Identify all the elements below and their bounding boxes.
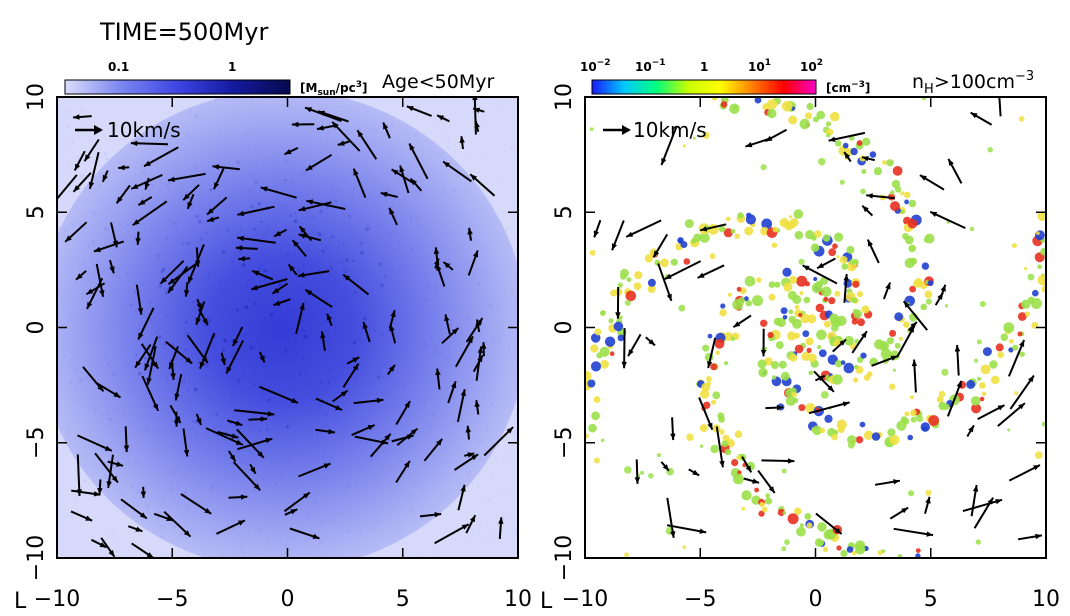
right-x-tick-label-4: 10 xyxy=(1032,587,1060,611)
left-panel: 0.1 1 [Msun/pc3] Age<50Myr 10km/s −10 −5 0… xyxy=(14,60,532,611)
left-x-tick-label-3: 5 xyxy=(396,587,410,611)
right-annotation-tail: >100cm xyxy=(934,71,1015,93)
left-cbar-tick-1: 1 xyxy=(228,60,236,74)
right-cbar-tick-1: 10−1 xyxy=(635,58,666,74)
left-cbar-unit-tail: /pc xyxy=(336,81,356,95)
left-y-tick-label-1: −5 xyxy=(24,427,49,459)
left-y-tick-label-2: 0 xyxy=(24,321,49,335)
right-cbar-unit-sup: −3 xyxy=(851,80,865,90)
left-cbar-unit-close: ] xyxy=(362,81,367,95)
right-cbar-tick-4: 102 xyxy=(800,58,823,74)
left-x-axis-corner-label: L xyxy=(14,589,27,611)
left-annotation: Age<50Myr xyxy=(382,71,494,93)
right-colorbar xyxy=(592,80,816,94)
left-y-tick-label-0: −10 xyxy=(24,535,49,581)
right-y-tick-label-4: 10 xyxy=(552,83,577,111)
right-x-tick-label-0: −10 xyxy=(562,587,608,611)
left-colorbar xyxy=(65,80,290,94)
right-cbar-tick-2: 1 xyxy=(700,60,708,74)
right-annotation-sup: −3 xyxy=(1015,69,1034,84)
right-y-tick-label-1: −5 xyxy=(552,427,577,459)
left-cbar-unit: [Msun/pc3] xyxy=(300,80,367,98)
right-cbar-unit-close: ] xyxy=(865,81,870,95)
left-x-tick-label-0: −10 xyxy=(34,587,80,611)
right-x-tick-label-1: −5 xyxy=(684,587,716,611)
right-cbar-tick-0: 10−2 xyxy=(580,58,611,74)
right-key-label: 10km/s xyxy=(633,118,707,142)
right-annotation-sub: H xyxy=(924,82,934,97)
right-y-tick-label-2: 0 xyxy=(552,321,577,335)
left-y-tick-label-3: 5 xyxy=(24,205,49,219)
right-x-axis-corner-label: L xyxy=(540,589,553,611)
right-annotation-main: n xyxy=(912,71,924,93)
left-x-tick-label-4: 10 xyxy=(504,587,532,611)
right-annotation: nH>100cm−3 xyxy=(912,69,1034,97)
right-x-tick-label-3: 5 xyxy=(924,587,938,611)
right-colorbar-ticks: 10−2 10−1 1 101 102 xyxy=(580,58,823,74)
left-x-tick-label-1: −5 xyxy=(156,587,188,611)
left-x-tick-label-2: 0 xyxy=(281,587,295,611)
right-cbar-unit: [cm−3] xyxy=(826,80,870,95)
right-x-tick-label-2: 0 xyxy=(809,587,823,611)
right-cbar-unit-main: [cm xyxy=(826,81,851,95)
right-y-tick-label-0: −10 xyxy=(552,535,577,581)
right-y-tick-label-3: 5 xyxy=(552,205,577,219)
right-cbar-tick-3: 101 xyxy=(748,58,771,74)
left-cbar-tick-0: 0.1 xyxy=(108,60,129,74)
left-y-tick-label-4: 10 xyxy=(24,83,49,111)
time-label: TIME=500Myr xyxy=(99,18,268,46)
left-key-label: 10km/s xyxy=(107,118,181,142)
left-cbar-unit-main: [M xyxy=(300,81,317,95)
